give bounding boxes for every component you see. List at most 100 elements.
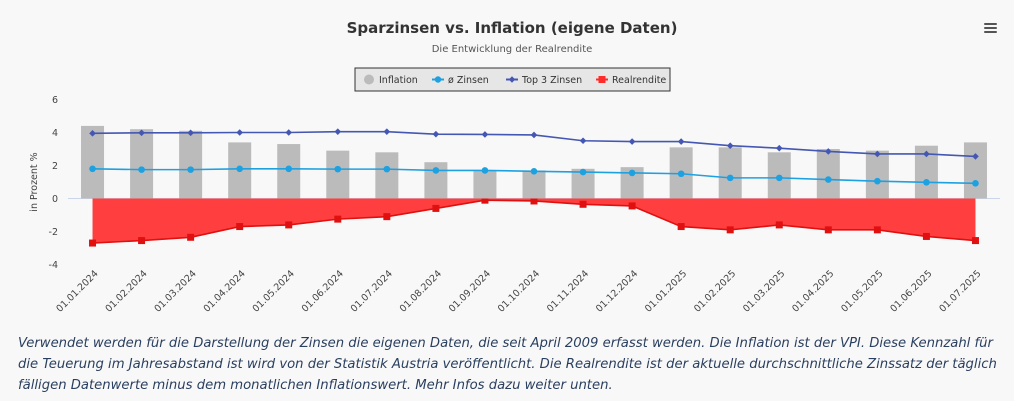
inflation-bar[interactable]: [816, 149, 840, 199]
realrendite-point[interactable]: [530, 197, 538, 205]
realrendite-point[interactable]: [432, 204, 440, 212]
top-3-zinsen-point[interactable]: [187, 129, 194, 137]
x-tick-label: 01.11.2024: [545, 268, 591, 314]
o-zinsen-point[interactable]: [923, 179, 930, 186]
inflation-bar[interactable]: [424, 162, 448, 199]
o-zinsen-point[interactable]: [628, 169, 636, 177]
inflation-bar[interactable]: [914, 145, 938, 199]
legend-symbol: [508, 76, 516, 83]
o-zinsen-point[interactable]: [579, 168, 587, 176]
realrendite-point[interactable]: [922, 232, 930, 240]
o-zinsen-point[interactable]: [138, 166, 145, 173]
o-zinsen-point[interactable]: [530, 167, 538, 175]
o-zinsen-point[interactable]: [432, 167, 440, 174]
top-3-zinsen-point[interactable]: [726, 142, 734, 149]
realrendite-point[interactable]: [579, 200, 587, 208]
y-tick-label: 4: [52, 128, 58, 139]
o-zinsen-point[interactable]: [334, 165, 342, 173]
legend-item-inflation[interactable]: Inflation: [364, 74, 418, 87]
x-tick-label: 01.04.2024: [202, 268, 248, 314]
realrendite-point[interactable]: [89, 239, 97, 247]
inflation-bar[interactable]: [326, 150, 350, 199]
inflation-bar[interactable]: [865, 150, 889, 199]
legend: Inflation ø Zinsen Top 3 Zinsen Realrendite: [354, 67, 671, 92]
inflation-bars: [81, 125, 987, 199]
legend-label: Inflation: [379, 75, 418, 86]
o-zinsen-point[interactable]: [972, 180, 979, 187]
inflation-bar[interactable]: [179, 130, 203, 199]
realrendite-point[interactable]: [971, 237, 979, 245]
realrendite-point[interactable]: [677, 223, 685, 231]
inflation-bar[interactable]: [963, 142, 987, 199]
y-tick-label: -4: [49, 260, 58, 271]
hamburger-menu-icon[interactable]: [978, 16, 1002, 40]
chart-container: Sparzinsen vs. Inflation (eigene Daten) …: [29, 16, 1002, 315]
o-zinsen-point[interactable]: [726, 174, 734, 182]
o-zinsen-point[interactable]: [285, 165, 293, 173]
top-3-zinsen-point[interactable]: [383, 128, 391, 135]
top-3-zinsen-point[interactable]: [677, 138, 685, 145]
inflation-bar[interactable]: [620, 167, 644, 199]
o-zinsen-point[interactable]: [677, 170, 685, 178]
legend-item-realrendite[interactable]: Realrendite: [596, 75, 666, 86]
top-3-zinsen-point[interactable]: [579, 137, 587, 145]
y-tick-label: 2: [52, 161, 58, 172]
realrendite-point[interactable]: [187, 233, 195, 241]
top-3-zinsen-point[interactable]: [972, 153, 979, 160]
legend-label: Top 3 Zinsen: [521, 75, 582, 86]
x-tick-label: 01.06.2024: [300, 268, 346, 314]
legend-label: Realrendite: [612, 75, 666, 86]
top-3-zinsen-point[interactable]: [285, 129, 293, 136]
top-3-zinsen-point[interactable]: [89, 130, 96, 137]
o-zinsen-point[interactable]: [236, 165, 243, 173]
realrendite-point[interactable]: [628, 202, 636, 210]
realrendite-area-fill: [92, 198, 976, 244]
o-zinsen-point[interactable]: [874, 177, 881, 185]
x-tick-label: 01.04.2025: [790, 268, 836, 314]
inflation-bar[interactable]: [375, 152, 399, 199]
top-3-zinsen-point[interactable]: [825, 148, 832, 155]
inflation-bar[interactable]: [718, 147, 742, 199]
x-tick-label: 01.09.2024: [447, 268, 493, 314]
realrendite-point[interactable]: [383, 213, 391, 221]
top-3-zinsen-point[interactable]: [334, 128, 342, 135]
chart-title: Sparzinsen vs. Inflation (eigene Daten): [347, 19, 678, 37]
o-zinsen-point[interactable]: [383, 165, 391, 173]
inflation-bar[interactable]: [522, 170, 546, 199]
o-zinsen-point[interactable]: [89, 165, 96, 173]
top-3-zinsen-point[interactable]: [923, 150, 930, 158]
realrendite-point[interactable]: [236, 223, 244, 231]
inflation-bar[interactable]: [473, 170, 497, 199]
chart: Sparzinsen vs. Inflation (eigene Daten) …: [29, 19, 1000, 315]
realrendite-point[interactable]: [138, 237, 146, 245]
o-zinsen-point[interactable]: [187, 166, 194, 173]
realrendite-point[interactable]: [775, 221, 783, 229]
inflation-bar[interactable]: [81, 125, 105, 199]
top-3-zinsen-point[interactable]: [530, 131, 538, 139]
top-3-zinsen-point[interactable]: [481, 131, 489, 138]
realrendite-point[interactable]: [285, 221, 293, 229]
realrendite-point[interactable]: [873, 226, 881, 234]
legend-symbol: [598, 76, 606, 83]
legend-symbol: [434, 76, 442, 83]
top-3-zinsen-point[interactable]: [874, 150, 881, 158]
inflation-bar[interactable]: [571, 168, 595, 199]
legend-item-o-zinsen[interactable]: ø Zinsen: [432, 75, 489, 86]
x-tick-label: 01.12.2024: [594, 268, 640, 314]
chart-subtitle: Die Entwicklung der Realrendite: [432, 44, 593, 55]
top-3-zinsen-point[interactable]: [432, 130, 440, 138]
top-3-zinsen-point[interactable]: [775, 144, 783, 152]
o-zinsen-point[interactable]: [775, 174, 783, 182]
realrendite-point[interactable]: [334, 215, 342, 223]
o-zinsen-point[interactable]: [481, 167, 489, 174]
realrendite-point[interactable]: [726, 226, 734, 234]
top-3-zinsen-point[interactable]: [138, 129, 145, 137]
realrendite-point[interactable]: [824, 226, 832, 234]
realrendite-point[interactable]: [481, 196, 489, 204]
x-tick-label: 01.03.2025: [741, 268, 787, 314]
o-zinsen-point[interactable]: [825, 176, 832, 183]
top-3-zinsen-point[interactable]: [236, 129, 243, 136]
top-3-zinsen-point[interactable]: [628, 138, 636, 145]
inflation-bar[interactable]: [130, 129, 154, 199]
legend-item-top-3-zinsen[interactable]: Top 3 Zinsen: [506, 75, 582, 86]
